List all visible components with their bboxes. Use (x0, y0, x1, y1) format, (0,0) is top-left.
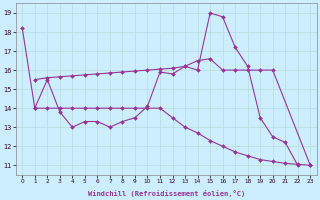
X-axis label: Windchill (Refroidissement éolien,°C): Windchill (Refroidissement éolien,°C) (88, 190, 245, 197)
